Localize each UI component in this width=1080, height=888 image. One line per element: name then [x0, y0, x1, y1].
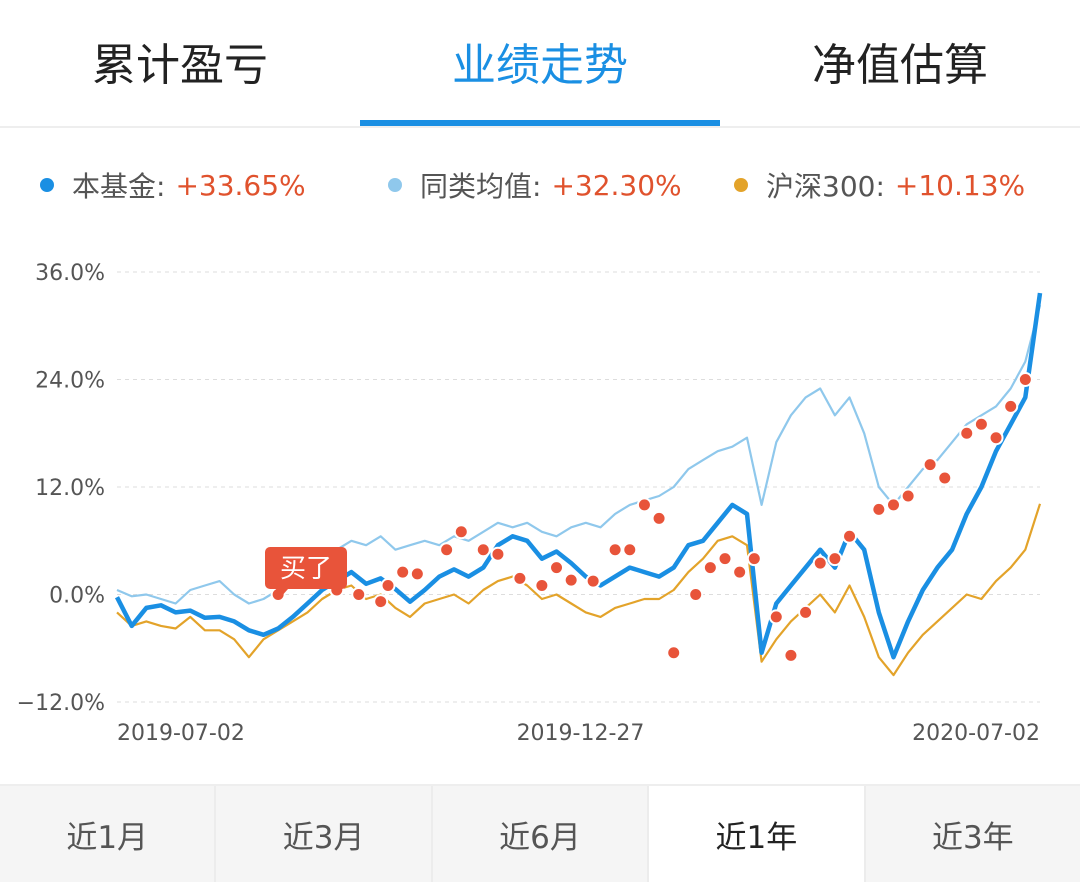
trade-marker: [885, 497, 901, 513]
peer-average-line: [116, 304, 1042, 605]
trade-marker: [842, 528, 858, 544]
index-dot-icon: [734, 178, 748, 192]
period-3-months[interactable]: 近3月: [216, 786, 433, 882]
series-lines: [114, 292, 1043, 677]
buy-badge-label: 买了: [280, 554, 332, 584]
trade-marker: [1003, 398, 1019, 414]
trade-marker: [688, 587, 704, 602]
trade-marker: [439, 542, 455, 558]
legend-name: 沪深300:: [766, 170, 885, 203]
buy-badge-pointer: [276, 589, 288, 598]
trade-marker: [1017, 372, 1033, 387]
top-tab-bar: 累计盈亏 业绩走势 净值估算: [0, 0, 1080, 128]
tab-cumulative-profit[interactable]: 累计盈亏: [92, 40, 268, 91]
trade-marker: [395, 564, 411, 580]
legend-value: +10.13%: [894, 168, 1026, 202]
buy-badge: 买了: [265, 547, 347, 598]
trade-marker: [351, 587, 367, 602]
trade-marker: [746, 551, 762, 567]
trade-marker: [732, 564, 748, 580]
trade-marker: [453, 524, 469, 540]
trade-markers: [270, 372, 1033, 663]
trade-marker: [717, 551, 733, 567]
x-tick-label: 2019-07-02: [117, 721, 245, 746]
csi300-line: [116, 503, 1042, 677]
trade-marker: [666, 645, 682, 661]
tab-nav-estimate[interactable]: 净值估算: [812, 40, 988, 91]
trade-marker: [534, 578, 550, 594]
trade-marker: [922, 457, 938, 473]
legend-name: 本基金:: [72, 170, 166, 203]
y-tick-label: 24.0%: [35, 369, 105, 394]
legend-item-fund: 本基金: +33.65%: [40, 160, 306, 210]
trade-marker: [900, 488, 916, 504]
trade-marker: [988, 430, 1004, 446]
period-6-months[interactable]: 近6月: [433, 786, 650, 882]
legend-value: +33.65%: [175, 168, 306, 202]
fund-line: [114, 292, 1043, 660]
trade-marker: [973, 416, 989, 432]
y-tick-label: 0.0%: [49, 584, 105, 609]
trade-marker: [783, 647, 799, 663]
trade-marker: [585, 573, 601, 589]
trade-marker: [702, 560, 718, 576]
trade-marker: [768, 609, 784, 625]
trade-marker: [812, 555, 828, 571]
trade-marker: [373, 594, 389, 610]
period-1-month[interactable]: 近1月: [0, 786, 217, 882]
fund-dot-icon: [40, 178, 54, 192]
trade-marker: [636, 497, 652, 513]
trade-marker: [549, 560, 565, 576]
trade-marker: [380, 578, 396, 594]
trade-marker: [871, 501, 887, 517]
x-tick-label: 2020-07-02: [912, 721, 1040, 746]
active-tab-indicator: [360, 120, 720, 126]
x-axis-labels: 2019-07-02 2019-12-27 2020-07-02: [117, 721, 1040, 746]
tab-performance-trend[interactable]: 业绩走势: [452, 40, 628, 91]
trade-marker: [409, 566, 425, 582]
trade-marker: [490, 546, 506, 562]
period-1-year[interactable]: 近1年: [649, 786, 866, 882]
buy-badge-bg: [265, 547, 347, 589]
trade-marker: [622, 542, 638, 558]
trade-marker: [798, 604, 814, 620]
y-tick-label: −12.0%: [17, 691, 105, 716]
trade-marker: [475, 542, 491, 558]
legend-value: +32.30%: [551, 168, 682, 202]
trade-marker: [827, 551, 843, 567]
y-tick-label: 12.0%: [35, 476, 105, 501]
y-tick-label: 36.0%: [35, 261, 105, 286]
legend-item-csi300: 沪深300: +10.13%: [734, 160, 1025, 210]
period-selector: 近1月 近3月 近6月 近1年 近3年: [0, 784, 1080, 882]
trade-marker: [563, 572, 579, 588]
period-3-years[interactable]: 近3年: [931, 819, 1014, 856]
trade-marker: [959, 425, 975, 441]
trade-marker: [512, 570, 528, 586]
performance-line-chart[interactable]: 36.0%24.0%12.0%0.0%−12.0% 2019-07-02 2019…: [0, 240, 1080, 750]
trade-marker: [607, 542, 623, 558]
trade-marker: [937, 470, 953, 486]
x-tick-label: 2019-12-27: [517, 721, 645, 746]
trade-marker: [651, 510, 667, 526]
chart-legend: 本基金: +33.65% 同类均值: +32.30% 沪深300: +10.13…: [0, 160, 1080, 210]
y-axis-labels: 36.0% 24.0% 12.0% 0.0% −12.0%: [17, 261, 105, 716]
legend-name: 同类均值:: [420, 170, 542, 203]
peer-dot-icon: [388, 178, 402, 192]
legend-item-peer-average: 同类均值: +32.30%: [388, 160, 682, 210]
